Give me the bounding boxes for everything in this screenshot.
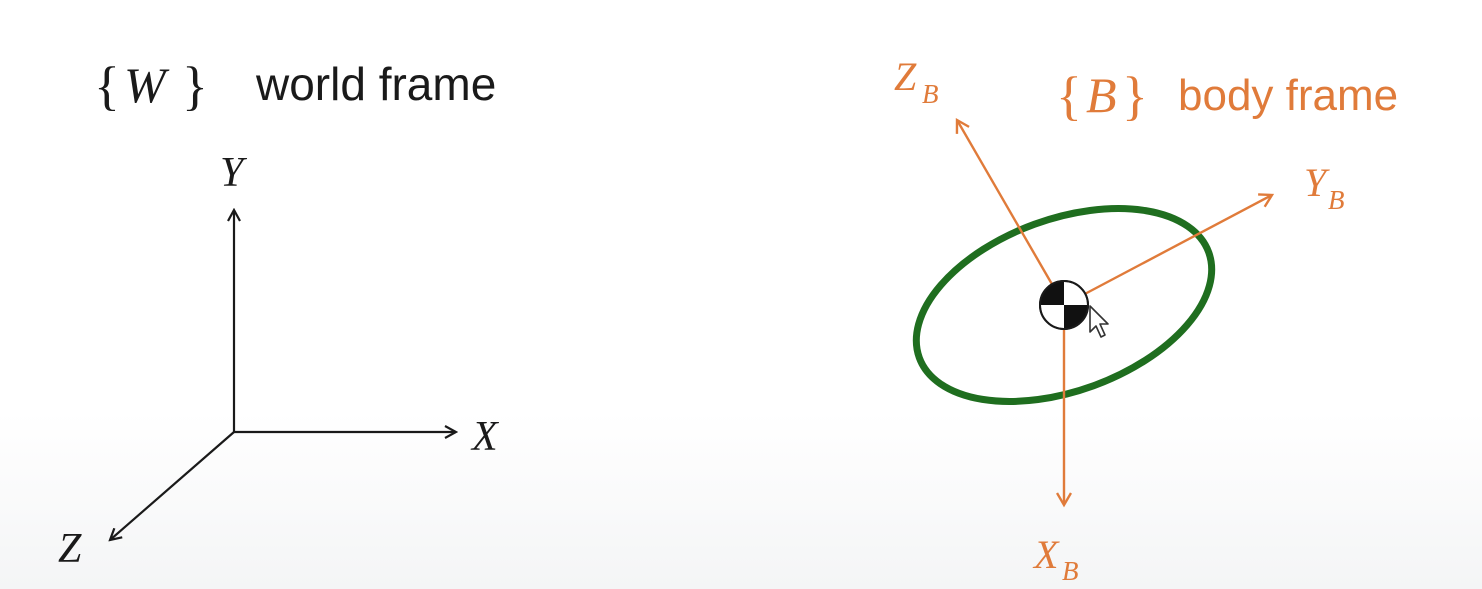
body-y-label: Y [1304, 160, 1330, 205]
world-z-label: Z [58, 526, 82, 572]
body-y-axis [1063, 195, 1272, 307]
body-frame-caption: body frame [1178, 71, 1398, 120]
rigid-body-ellipse [912, 205, 1216, 405]
mouse-pointer-icon [1089, 305, 1109, 338]
body-x-label: X [1032, 532, 1060, 577]
world-y-label: Y [220, 150, 248, 196]
world-frame-caption: world frame [255, 58, 496, 110]
world-frame-symbol: W [124, 57, 170, 113]
body-z-label: Z [894, 54, 917, 99]
body-frame-group: { B } body frame Z B Y B X B [894, 54, 1398, 586]
world-brace-open: { [94, 56, 120, 116]
body-z-subscript: B [922, 79, 939, 109]
body-y-subscript: B [1328, 185, 1345, 215]
body-z-axis [957, 120, 1066, 306]
body-brace-open: { [1056, 66, 1082, 126]
center-of-mass-icon [1039, 280, 1089, 330]
body-x-subscript: B [1062, 556, 1079, 586]
world-x-label: X [470, 414, 500, 460]
body-frame-symbol: B [1086, 67, 1117, 123]
world-brace-close: } [182, 56, 208, 116]
world-frame-group: { W } world frame Y X Z [58, 56, 500, 572]
world-z-axis [110, 431, 235, 540]
body-brace-close: } [1122, 66, 1148, 126]
